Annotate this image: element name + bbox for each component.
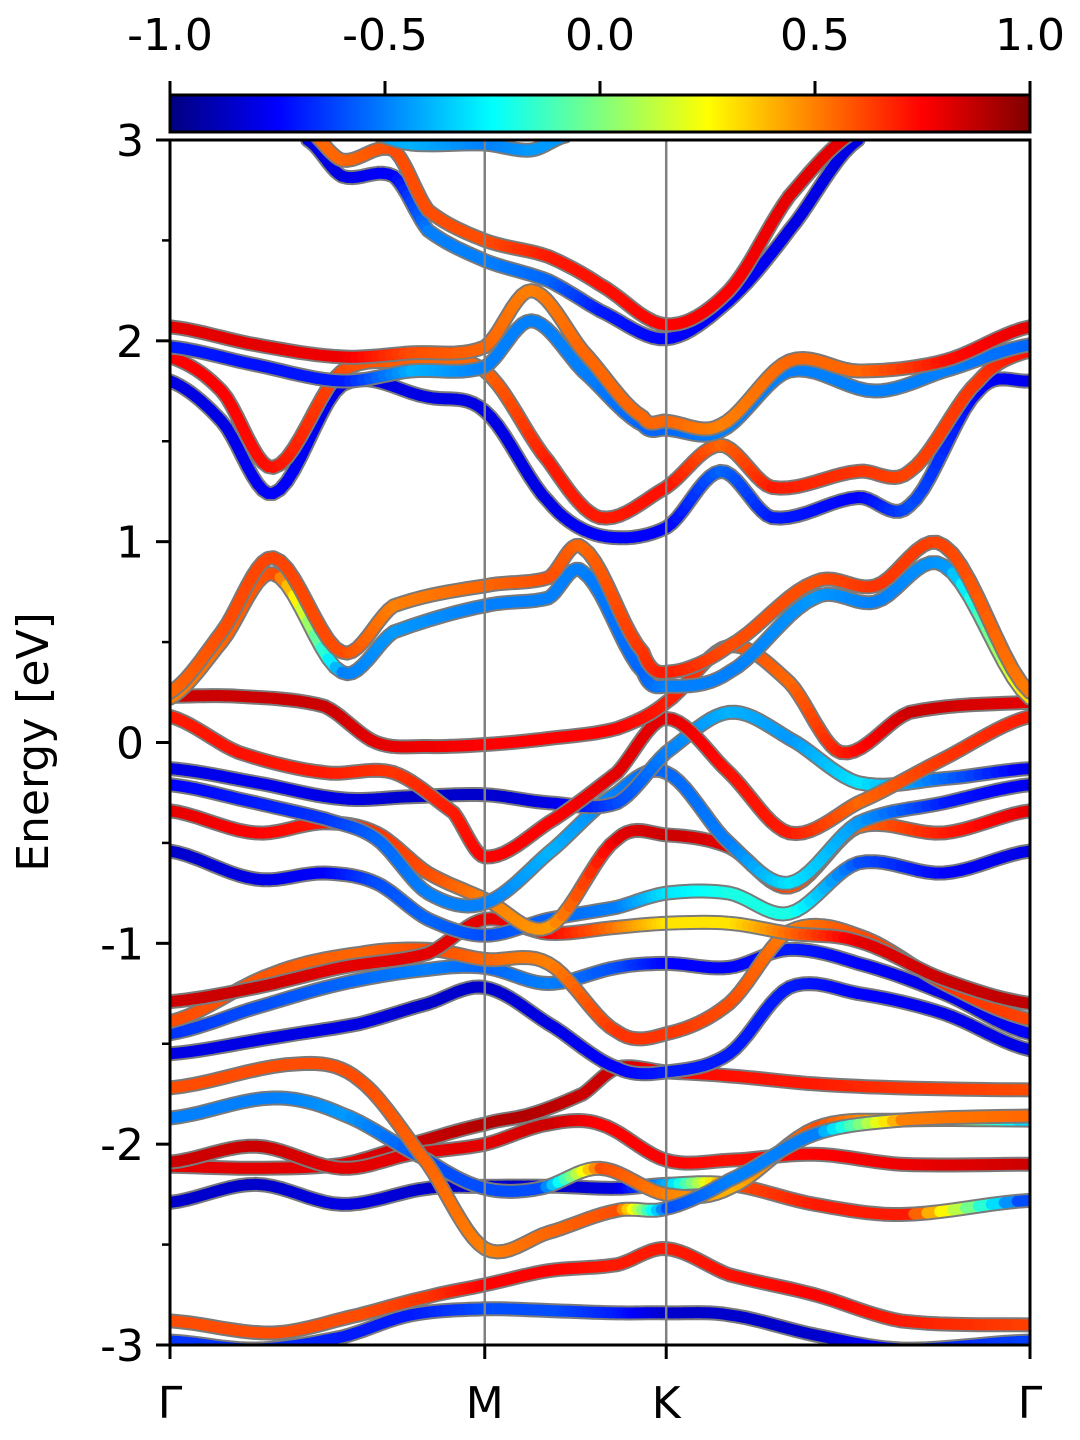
y-axis-label: Energy [eV] [8,612,59,872]
plot-area: 3 2 1 0 -1 -2 -3 Γ M K Γ Energy [eV] [8,116,1043,1429]
colorbar-gradient [168,93,1032,134]
band-line-23 [170,283,1030,437]
colorbar: -1.0 -0.5 0.0 0.5 1.0 [127,10,1065,134]
band-line-20 [170,371,1030,546]
y-tick-label: 3 [116,116,144,167]
y-tick-label: -1 [100,919,144,970]
band-line-11 [170,911,1030,1012]
band-line-24 [300,140,866,347]
x-tick-label: Γ [1018,1378,1043,1429]
y-tick-label: 1 [116,518,144,569]
y-tick-label: 0 [116,719,144,770]
band-line-21 [170,343,1030,526]
band-line-14 [170,762,1030,914]
band-line-18 [170,555,1030,706]
colorbar-tick-label: 0.0 [565,10,635,61]
colorbar-tick-label: 0.5 [780,10,850,61]
y-tick-label: -2 [100,1120,144,1171]
y-tick-label: -3 [100,1321,144,1372]
band-line-15 [170,704,1030,815]
band-line-9 [170,941,1030,1042]
band-line-7 [170,1055,1030,1260]
colorbar-tick-label: -0.5 [342,10,428,61]
band-line-8 [170,976,1030,1082]
band-line-16 [170,708,1030,865]
y-tick-label: 2 [116,317,144,368]
band-line-17 [170,638,1030,761]
x-tick-label: Γ [158,1378,183,1429]
colorbar-tick-label: 1.0 [995,10,1065,61]
x-tick-label: M [466,1378,504,1429]
colorbar-tick-label: -1.0 [127,10,213,61]
band-line-25 [309,140,856,333]
band-line-19 [170,534,1030,700]
band-line-1 [170,1241,1030,1341]
x-tick-label: K [652,1378,682,1429]
band-line-12 [170,843,1030,943]
